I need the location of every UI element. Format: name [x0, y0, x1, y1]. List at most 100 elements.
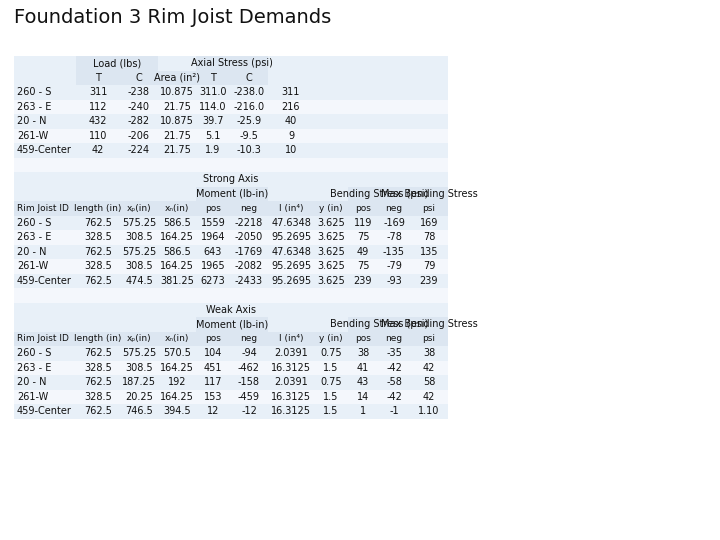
- Bar: [348, 172, 378, 186]
- Text: 311.0: 311.0: [199, 87, 227, 97]
- Bar: [120, 230, 158, 245]
- Bar: [14, 129, 76, 143]
- Bar: [230, 215, 268, 230]
- Bar: [196, 332, 230, 346]
- Text: -25.9: -25.9: [236, 116, 261, 126]
- Text: 9: 9: [288, 131, 294, 141]
- Bar: [76, 332, 120, 346]
- Bar: [120, 114, 158, 129]
- Bar: [410, 273, 448, 288]
- Text: Rim Joist ID: Rim Joist ID: [17, 204, 69, 213]
- Bar: [158, 332, 196, 346]
- Text: -12: -12: [241, 406, 257, 416]
- Bar: [158, 389, 196, 404]
- Text: 261-W: 261-W: [17, 261, 48, 271]
- Text: -1769: -1769: [235, 247, 263, 256]
- Text: 762.5: 762.5: [84, 247, 112, 256]
- Text: 78: 78: [423, 232, 435, 242]
- Text: Area (in²): Area (in²): [154, 73, 200, 83]
- Bar: [268, 375, 314, 389]
- Text: -459: -459: [238, 392, 260, 402]
- Text: 1.5: 1.5: [323, 363, 338, 373]
- Text: 432: 432: [89, 116, 107, 126]
- Bar: [196, 114, 230, 129]
- Bar: [158, 99, 196, 114]
- Bar: [196, 317, 268, 332]
- Bar: [14, 99, 76, 114]
- Text: 10.875: 10.875: [160, 87, 194, 97]
- Text: psi: psi: [423, 204, 436, 213]
- Text: 12: 12: [207, 406, 219, 416]
- Bar: [410, 99, 448, 114]
- Text: -2218: -2218: [235, 218, 263, 228]
- Bar: [120, 201, 158, 215]
- Text: 42: 42: [423, 363, 435, 373]
- Text: 75: 75: [356, 261, 369, 271]
- Bar: [314, 375, 348, 389]
- Bar: [410, 85, 448, 99]
- Text: psi: psi: [423, 334, 436, 343]
- Text: 1.9: 1.9: [205, 145, 220, 156]
- Bar: [196, 99, 230, 114]
- Bar: [348, 288, 378, 302]
- Bar: [314, 186, 348, 201]
- Bar: [196, 186, 230, 201]
- Text: 328.5: 328.5: [84, 392, 112, 402]
- Bar: [378, 99, 410, 114]
- Text: 42: 42: [423, 392, 435, 402]
- Text: 164.25: 164.25: [160, 392, 194, 402]
- Bar: [314, 172, 348, 186]
- Bar: [410, 56, 448, 71]
- Bar: [158, 172, 196, 186]
- Bar: [378, 332, 410, 346]
- Bar: [410, 215, 448, 230]
- Bar: [268, 288, 314, 302]
- Text: 216: 216: [282, 102, 300, 112]
- Bar: [196, 230, 230, 245]
- Bar: [14, 245, 76, 259]
- Bar: [230, 172, 268, 186]
- Text: pos: pos: [355, 204, 371, 213]
- Text: 49: 49: [357, 247, 369, 256]
- Text: -78: -78: [386, 232, 402, 242]
- Text: 16.3125: 16.3125: [271, 392, 311, 402]
- Bar: [268, 71, 314, 85]
- Bar: [120, 317, 158, 332]
- Text: 187.25: 187.25: [122, 377, 156, 387]
- Text: 263 - E: 263 - E: [17, 232, 51, 242]
- Text: neg: neg: [385, 204, 402, 213]
- Text: -9.5: -9.5: [240, 131, 258, 141]
- Bar: [158, 143, 196, 158]
- Text: 260 - S: 260 - S: [17, 87, 51, 97]
- Bar: [76, 302, 120, 317]
- Bar: [410, 172, 448, 186]
- Bar: [348, 302, 378, 317]
- Bar: [348, 332, 378, 346]
- Bar: [410, 259, 448, 273]
- Bar: [410, 186, 448, 201]
- Bar: [76, 389, 120, 404]
- Bar: [348, 201, 378, 215]
- Bar: [410, 332, 448, 346]
- Bar: [378, 186, 410, 201]
- Bar: [76, 215, 120, 230]
- Text: C: C: [135, 73, 143, 83]
- Bar: [378, 288, 410, 302]
- Bar: [314, 158, 348, 172]
- Bar: [314, 273, 348, 288]
- Bar: [120, 172, 158, 186]
- Bar: [378, 172, 410, 186]
- Bar: [76, 85, 120, 99]
- Bar: [120, 273, 158, 288]
- Text: 261-W: 261-W: [17, 131, 48, 141]
- Bar: [410, 361, 448, 375]
- Text: 762.5: 762.5: [84, 406, 112, 416]
- Text: 260 - S: 260 - S: [17, 348, 51, 358]
- Bar: [348, 85, 378, 99]
- Text: 153: 153: [204, 392, 222, 402]
- Bar: [268, 245, 314, 259]
- Bar: [230, 114, 268, 129]
- Bar: [378, 85, 410, 99]
- Text: xₚ(in): xₚ(in): [127, 204, 151, 213]
- Bar: [76, 404, 120, 418]
